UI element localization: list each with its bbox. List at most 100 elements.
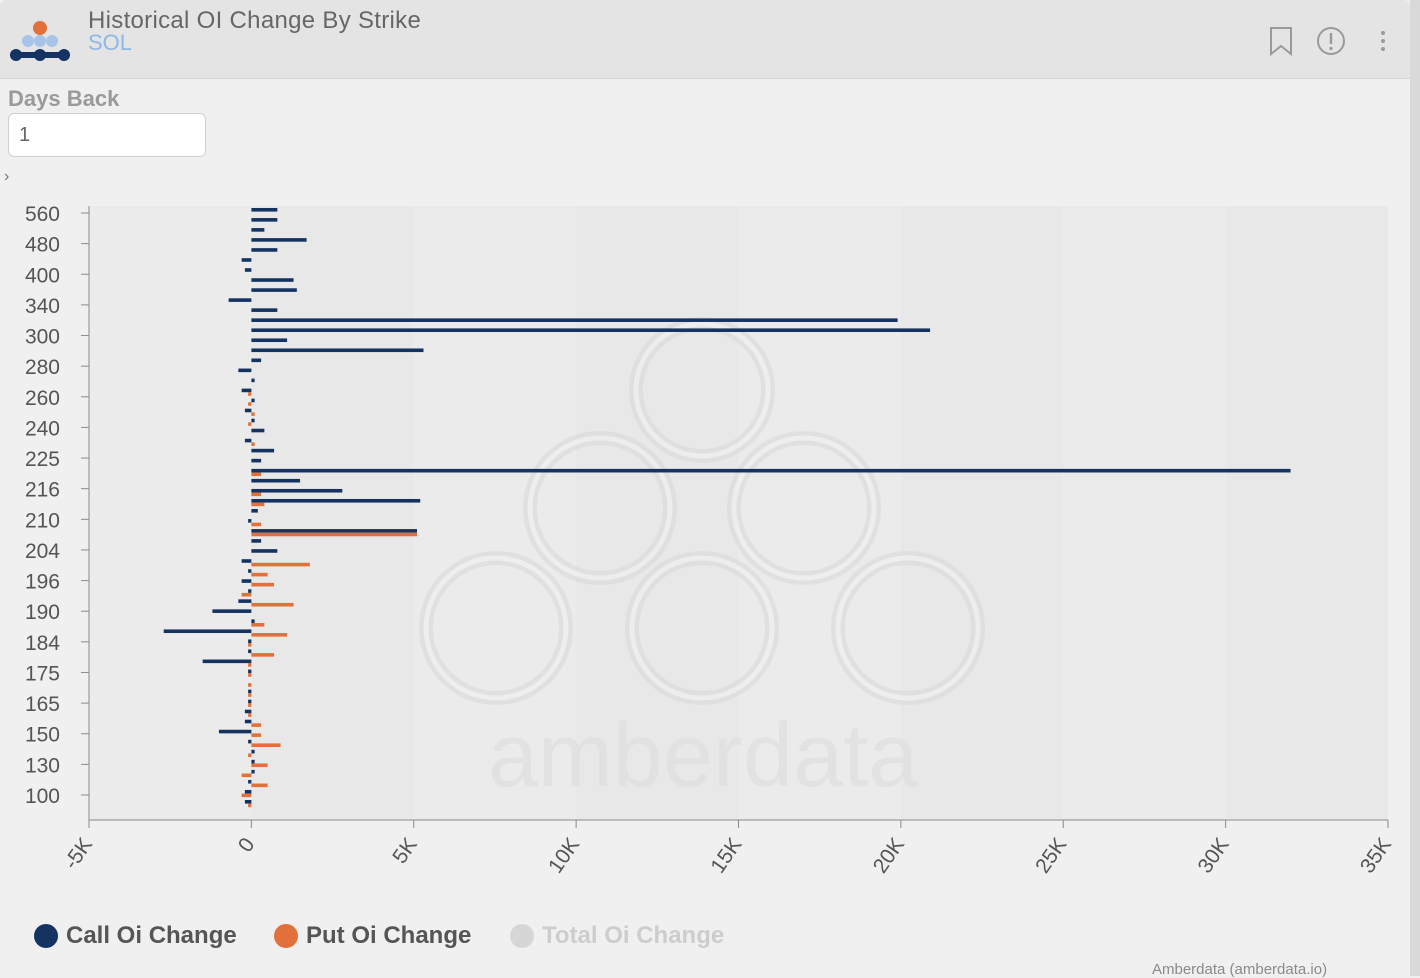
call-oi-bar [248, 519, 252, 523]
grid-band [1063, 206, 1226, 820]
call-oi-bar [218, 729, 252, 734]
y-tick-label: 175 [25, 662, 60, 685]
call-oi-bar [248, 739, 252, 744]
call-oi-bar [251, 318, 898, 322]
y-tick-label: 280 [25, 356, 60, 379]
call-oi-bar [163, 629, 252, 634]
put-oi-bar [251, 522, 262, 527]
call-oi-bar [241, 388, 252, 393]
call-oi-bar [251, 308, 278, 312]
legend-item-total[interactable]: Total Oi Change [510, 920, 724, 952]
put-oi-bar [251, 562, 310, 567]
info-icon[interactable] [1316, 26, 1346, 56]
y-tick-label: 130 [25, 754, 60, 777]
call-oi-bar [251, 529, 417, 533]
y-tick-label: 216 [25, 479, 60, 502]
days-back-input[interactable] [8, 113, 206, 157]
grid-band [413, 206, 577, 820]
y-tick-label: 204 [25, 540, 60, 563]
days-back-label: Days Back [8, 86, 120, 111]
put-oi-bar [251, 743, 281, 747]
call-oi-bar [244, 438, 252, 443]
more-vert-icon[interactable] [1368, 26, 1398, 56]
call-oi-bar [251, 478, 301, 483]
put-oi-bar [248, 713, 252, 717]
call-oi-bar [244, 268, 252, 272]
call-oi-bar [248, 689, 252, 694]
grid-band [576, 206, 739, 820]
put-oi-bar [248, 673, 252, 677]
watermark-ring-highlight [527, 435, 673, 581]
y-tick-label: 560 [25, 203, 60, 226]
call-oi-bar [251, 619, 255, 623]
x-tick-label: -5K [60, 834, 98, 874]
call-oi-bar [251, 418, 255, 423]
put-oi-bar [248, 703, 252, 707]
put-oi-bar [248, 402, 252, 406]
call-oi-bar [238, 599, 252, 603]
call-oi-bar [251, 278, 294, 282]
call-oi-bar [244, 800, 252, 804]
call-oi-bar [251, 328, 931, 333]
legend-call-label: Call Oi Change [66, 922, 237, 949]
y-tick-label: 190 [25, 601, 60, 624]
call-oi-bar [251, 458, 262, 463]
put-oi-bar [248, 663, 252, 667]
call-oi-bar [251, 488, 343, 493]
call-oi-bar [251, 448, 275, 453]
call-oi-bar [251, 398, 255, 403]
put-oi-bar [241, 773, 252, 778]
call-oi-bar [251, 769, 255, 774]
legend-item-call[interactable]: Call Oi Change [34, 920, 237, 952]
put-oi-bar [248, 392, 252, 396]
legend-call-swatch [34, 924, 58, 948]
watermark-ring-highlight [835, 555, 981, 701]
put-oi-bar [248, 422, 252, 426]
bookmark-icon[interactable] [1266, 26, 1296, 56]
amberdata-watermark: amberdata [419, 317, 985, 806]
call-oi-bar [251, 759, 255, 764]
put-oi-bar [251, 492, 262, 497]
call-oi-bar [251, 428, 265, 433]
put-oi-bar [251, 622, 265, 627]
watermark-ring-highlight [633, 321, 771, 459]
chevron-right-icon[interactable]: › [4, 168, 10, 185]
y-tick-label: 480 [25, 234, 60, 257]
put-oi-bar [251, 633, 288, 637]
put-oi-bar [251, 532, 417, 537]
call-oi-bar [248, 639, 252, 644]
call-oi-bar [241, 579, 252, 583]
y-tick-label: 184 [25, 632, 60, 655]
call-oi-bar [244, 709, 252, 714]
credits: Amberdata (amberdata.io) [1152, 961, 1328, 978]
call-oi-bar [251, 539, 262, 543]
panel-edge [1410, 0, 1420, 976]
grid-band [89, 206, 252, 820]
watermark-text: amberdata [488, 706, 919, 806]
y-tick-label: 400 [25, 264, 60, 287]
put-oi-bar [241, 793, 252, 798]
call-oi-bar [251, 468, 1291, 473]
y-tick-label: 165 [25, 693, 60, 716]
put-oi-bar [251, 602, 294, 607]
call-oi-bar [251, 238, 307, 242]
call-oi-bar [212, 609, 252, 613]
legend-item-put[interactable]: Put Oi Change [274, 920, 471, 952]
put-oi-bar [251, 723, 262, 727]
amberdata-logo [10, 21, 70, 61]
chart-title: Historical OI Change By Strike [88, 7, 422, 34]
y-tick-label: 150 [25, 724, 60, 747]
legend-total-label: Total Oi Change [542, 922, 725, 949]
watermark-ring-highlight [423, 555, 569, 701]
legend-put-swatch [274, 924, 298, 948]
call-oi-bar [241, 258, 252, 262]
y-tick-label: 210 [25, 509, 60, 532]
put-oi-bar [248, 693, 252, 697]
grid-band [1225, 206, 1388, 820]
call-oi-bar [202, 659, 252, 664]
put-oi-bar [251, 412, 255, 416]
call-oi-bar [244, 408, 252, 413]
put-oi-bar [251, 502, 265, 507]
call-oi-bar [251, 549, 278, 553]
x-tick-label: 30K [1193, 834, 1233, 878]
